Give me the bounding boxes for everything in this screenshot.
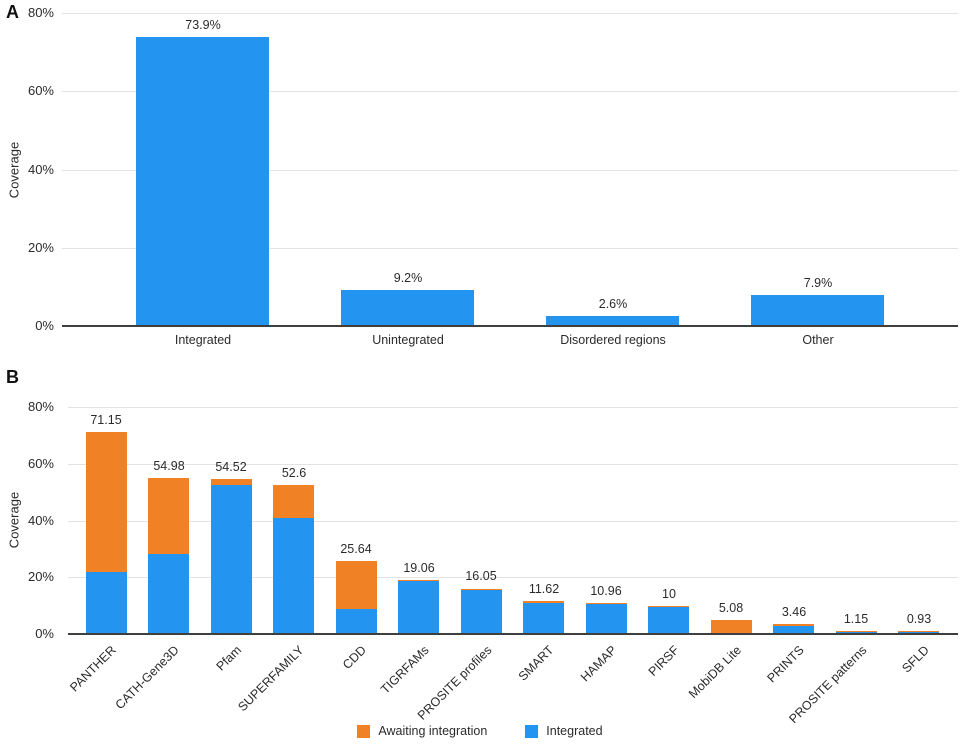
x-axis-line — [62, 325, 958, 327]
value-label-panther: 71.15 — [90, 413, 122, 427]
y-tick-label: 20% — [27, 240, 54, 255]
bar-segment-awaiting-integration-prints — [773, 624, 814, 626]
x-axis-line — [68, 633, 958, 635]
value-label-pfam: 54.52 — [215, 460, 247, 474]
bar-segment-integrated-panther — [86, 572, 127, 634]
panel-letter-b: B — [6, 367, 19, 387]
x-axis-label-superfamily: SUPERFAMILY — [235, 643, 307, 715]
x-axis-label-pfam: Pfam — [213, 643, 245, 674]
gridline-20% — [62, 248, 958, 249]
bar-segment-awaiting-integration-smart — [523, 601, 564, 603]
bar-segment-integrated-prints — [773, 625, 814, 634]
legend-item-integrated: Integrated — [525, 724, 603, 738]
x-axis-label-pirsf: PIRSF — [645, 643, 682, 679]
value-label-prints: 3.46 — [781, 605, 807, 619]
legend-label: Awaiting integration — [378, 724, 488, 738]
value-label-other: 7.9% — [803, 276, 833, 290]
y-tick-label: 0% — [35, 626, 54, 641]
legend-item-awaiting-integration: Awaiting integration — [357, 724, 487, 738]
bar-segment-coverage-integrated — [136, 36, 269, 326]
bar-segment-integrated-prosite-patterns — [836, 631, 877, 634]
value-label-integrated: 73.9% — [185, 18, 221, 32]
x-axis-label-prints: PRINTS — [764, 643, 807, 686]
x-axis-label-mobidb-lite: MobiDB Lite — [686, 643, 745, 702]
value-label-superfamily: 52.6 — [281, 466, 307, 480]
gridline-80% — [62, 13, 958, 14]
value-label-sfld: 0.93 — [906, 612, 932, 626]
bar-segment-integrated-smart — [523, 602, 564, 634]
y-tick-label: 20% — [27, 569, 54, 584]
y-tick-label: 60% — [27, 456, 54, 471]
gridline-20% — [68, 577, 958, 578]
bar-segment-integrated-tigrfams — [398, 581, 439, 634]
bar-segment-integrated-pirsf — [648, 607, 689, 634]
bar-segment-awaiting-integration-superfamily — [273, 484, 314, 518]
gridline-60% — [68, 464, 958, 465]
bar-segment-awaiting-integration-cdd — [336, 561, 377, 609]
y-tick-label: 60% — [27, 83, 54, 98]
bar-segment-awaiting-integration-sfld — [898, 631, 939, 633]
x-axis-label-hamap: HAMAP — [577, 643, 620, 685]
bar-segment-awaiting-integration-cath-gene3d — [148, 478, 189, 554]
bar-segment-awaiting-integration-panther — [86, 432, 127, 573]
value-label-prosite-profiles: 16.05 — [465, 569, 497, 583]
value-label-smart: 11.62 — [528, 582, 560, 596]
value-label-mobidb-lite: 5.08 — [718, 601, 744, 615]
y-tick-label: 80% — [27, 399, 54, 414]
x-axis-label-other: Other — [802, 333, 834, 347]
gridline-40% — [68, 521, 958, 522]
x-axis-label-disordered-regions: Disordered regions — [560, 333, 666, 347]
awaiting-integration-swatch-icon — [357, 724, 371, 738]
x-axis-label-sfld: SFLD — [899, 643, 932, 676]
value-label-pirsf: 10 — [662, 587, 676, 601]
value-label-cdd: 25.64 — [340, 542, 372, 556]
x-axis-label-tigrfams: TIGRFAMs — [378, 643, 432, 697]
x-axis-label-cdd: CDD — [340, 643, 370, 673]
bar-segment-integrated-cath-gene3d — [148, 554, 189, 634]
value-label-disordered-regions: 2.6% — [598, 297, 628, 311]
bar-segment-integrated-superfamily — [273, 517, 314, 634]
y-tick-label: 0% — [35, 318, 54, 333]
bar-segment-awaiting-integration-prosite-profiles — [461, 588, 502, 590]
bar-segment-awaiting-integration-tigrfams — [398, 579, 439, 582]
legend-label: Integrated — [546, 724, 603, 738]
x-axis-label-cath-gene3d: CATH-Gene3D — [112, 643, 182, 713]
integrated-swatch-icon — [525, 724, 539, 738]
x-axis-label-integrated: Integrated — [174, 333, 232, 347]
value-label-prosite-patterns: 1.15 — [843, 612, 869, 626]
bar-segment-awaiting-integration-pirsf — [648, 605, 689, 608]
bar-segment-integrated-pfam — [211, 485, 252, 634]
x-axis-label-unintegrated: Unintegrated — [372, 333, 444, 347]
bar-segment-integrated-prosite-profiles — [461, 589, 502, 634]
value-label-unintegrated: 9.2% — [393, 271, 423, 285]
bar-segment-awaiting-integration-hamap — [586, 602, 627, 604]
gridline-40% — [62, 170, 958, 171]
bar-segment-awaiting-integration-mobidb-lite — [711, 619, 752, 634]
y-tick-label: 40% — [27, 513, 54, 528]
x-axis-label-panther: PANTHER — [67, 643, 120, 695]
gridline-80% — [68, 407, 958, 408]
bar-segment-integrated-cdd — [336, 608, 377, 634]
value-label-tigrfams: 19.06 — [403, 561, 435, 575]
x-axis-label-smart: SMART — [515, 643, 557, 684]
value-label-hamap: 10.96 — [590, 584, 622, 598]
gridline-60% — [62, 91, 958, 92]
y-tick-label: 80% — [27, 5, 54, 20]
y-tick-label: 40% — [27, 162, 54, 177]
value-label-cath-gene3d: 54.98 — [153, 459, 185, 473]
bar-segment-coverage-other — [751, 295, 884, 326]
bar-segment-integrated-hamap — [586, 603, 627, 634]
bar-segment-awaiting-integration-pfam — [211, 479, 252, 486]
panel-letter-a: A — [6, 2, 19, 22]
legend: Awaiting integration Integrated — [0, 724, 960, 738]
bar-segment-coverage-unintegrated — [341, 290, 474, 326]
bar-segment-coverage-disordered-regions — [546, 315, 679, 326]
